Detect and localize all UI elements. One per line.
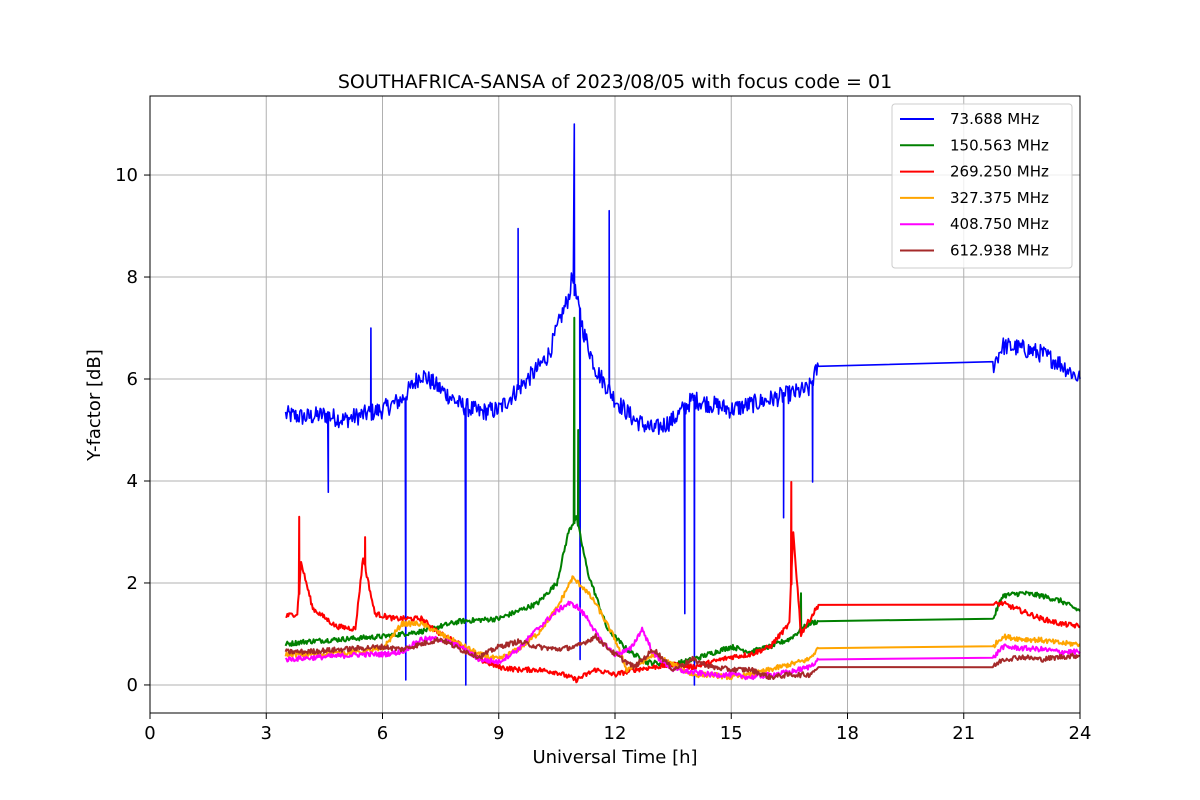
- series-lines: [284, 123, 1081, 686]
- y-tick-label: 4: [127, 471, 138, 492]
- y-tick-label: 2: [127, 573, 138, 594]
- x-tick-label: 0: [144, 723, 155, 744]
- series-line: [284, 575, 1081, 681]
- y-tick-label: 0: [127, 675, 138, 696]
- series-line: [284, 123, 1081, 686]
- x-tick-label: 6: [377, 723, 388, 744]
- legend: 73.688 MHz 150.563 MHz 269.250 MHz 327.375 …: [891, 103, 1073, 269]
- y-tick-label: 6: [127, 369, 138, 390]
- y-axis-label: Y-factor [dB]: [84, 349, 105, 462]
- series-line: [284, 633, 1081, 680]
- legend-label: 269.250 MHz: [950, 163, 1049, 181]
- series-line: [284, 600, 1081, 681]
- x-tick-label: 24: [1069, 723, 1092, 744]
- legend-label: 408.750 MHz: [950, 215, 1049, 233]
- chart-title: SOUTHAFRICA-SANSA of 2023/08/05 with foc…: [338, 71, 892, 93]
- x-axis-label: Universal Time [h]: [532, 747, 697, 768]
- series-line: [285, 481, 1081, 684]
- legend-label: 150.563 MHz: [950, 136, 1049, 154]
- legend-box: [891, 103, 1073, 269]
- x-tick-label: 15: [720, 723, 743, 744]
- legend-label: 73.688 MHz: [950, 110, 1039, 128]
- legend-label: 327.375 MHz: [950, 189, 1049, 207]
- x-tick-label: 12: [604, 723, 627, 744]
- x-tick-label: 18: [836, 723, 859, 744]
- legend-label: 612.938 MHz: [950, 242, 1049, 260]
- y-tick-label: 8: [127, 267, 138, 288]
- x-tick-label: 3: [261, 723, 272, 744]
- x-tick-label: 9: [493, 723, 504, 744]
- x-tick-label: 21: [952, 723, 975, 744]
- y-tick-label: 10: [115, 165, 138, 186]
